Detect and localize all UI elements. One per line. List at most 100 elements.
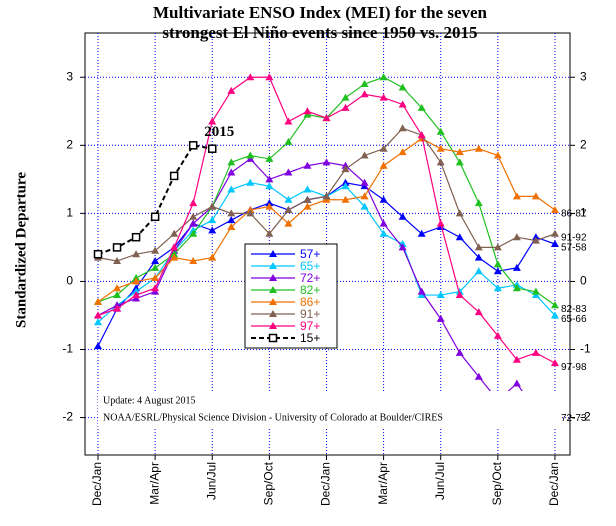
data-point (398, 212, 407, 220)
y-tick-label: 2 (66, 137, 73, 151)
y2-tick-label: -1 (580, 342, 591, 356)
data-point (417, 229, 426, 237)
data-point (322, 158, 331, 166)
data-point (398, 100, 407, 108)
end-label: 86-87 (561, 209, 587, 220)
y-tick-label: -1 (62, 342, 73, 356)
x-tick-label: Mar/Apr (147, 462, 161, 505)
data-point (417, 131, 426, 139)
data-point (360, 178, 369, 186)
end-label: 72-73 (561, 413, 587, 424)
chart-title: strongest El Niño events since 1950 vs. … (162, 23, 477, 42)
data-point (493, 331, 502, 339)
y-tick-label: 1 (66, 206, 73, 220)
data-point (531, 287, 540, 295)
legend-marker (268, 333, 278, 343)
legend-label: 86+ (300, 295, 320, 309)
legend-box (244, 243, 338, 349)
data-point (550, 240, 559, 247)
data-point (246, 209, 255, 217)
data-point (474, 144, 483, 152)
data-point (170, 243, 179, 251)
y2-tick-label: 2 (580, 137, 587, 151)
data-point (151, 284, 160, 292)
legend-marker (269, 250, 277, 257)
data-point (436, 291, 445, 299)
data-point (189, 212, 198, 220)
data-point (455, 291, 464, 299)
x-tick-label: Mar/Apr (376, 462, 390, 505)
note: NOAA/ESRL/Physical Science Division - Un… (103, 412, 443, 423)
data-point (493, 260, 502, 268)
data-point (379, 195, 388, 203)
end-label: 91-92 (561, 232, 587, 243)
data-point (227, 222, 236, 230)
data-point (379, 144, 388, 152)
y-tick-label: 3 (66, 69, 73, 83)
data-point (265, 73, 274, 81)
x-tick-label: Sep/Oct (262, 461, 276, 505)
data-point (284, 205, 293, 213)
data-point (151, 246, 160, 254)
data-point (227, 158, 236, 166)
data-point (341, 103, 350, 111)
data-point (398, 148, 407, 156)
legend-marker (269, 262, 277, 269)
note: Update: 4 August 2015 (103, 395, 196, 406)
data-point (512, 233, 521, 241)
data-point (151, 257, 160, 265)
data-point (531, 236, 540, 244)
end-label: 97-98 (561, 362, 587, 373)
x-tick-label: Dec/Jan (319, 462, 333, 506)
legend-label: 72+ (300, 271, 320, 285)
data-point (455, 233, 464, 241)
data-point (474, 308, 483, 316)
end-label: 65-66 (561, 314, 587, 325)
data-point (227, 216, 236, 224)
data-point (436, 219, 445, 227)
legend-label: 82+ (300, 283, 320, 297)
data-point (208, 117, 217, 125)
data-point (189, 257, 198, 265)
data-point (550, 301, 559, 309)
end-label: 82-83 (561, 304, 587, 315)
legend-label: 97+ (300, 319, 320, 333)
data-point (360, 192, 369, 200)
x-tick-label: Sep/Oct (490, 461, 504, 505)
data-point (94, 342, 102, 350)
legend-marker (269, 274, 277, 281)
data-point (398, 83, 407, 91)
data-point (360, 151, 369, 159)
data-point (93, 249, 103, 259)
data-point (455, 158, 464, 166)
data-point (474, 243, 483, 251)
data-point (227, 86, 236, 94)
data-point (493, 243, 502, 251)
data-point (265, 229, 274, 237)
y2-tick-label: -2 (580, 410, 591, 424)
data-point (265, 154, 274, 162)
data-point (493, 267, 502, 275)
data-point (436, 158, 445, 166)
data-point (474, 372, 483, 380)
chart-title: Multivariate ENSO Index (MEI) for the se… (153, 3, 488, 22)
data-point (303, 107, 312, 115)
y2-tick-label: 0 (580, 274, 587, 288)
data-point (322, 114, 331, 122)
data-point (113, 257, 122, 265)
data-point (170, 229, 179, 237)
data-point (112, 243, 122, 252)
data-point (512, 284, 521, 292)
data-point (455, 148, 464, 156)
legend-label: 15+ (300, 331, 320, 345)
data-point (341, 182, 350, 190)
x-tick-label: Dec/Jan (547, 462, 561, 506)
note-box (98, 391, 560, 427)
data-point (322, 192, 331, 200)
data-point (132, 250, 141, 258)
data-point (341, 195, 350, 203)
data-point (265, 202, 274, 210)
data-point (512, 379, 521, 387)
data-point (474, 267, 483, 275)
